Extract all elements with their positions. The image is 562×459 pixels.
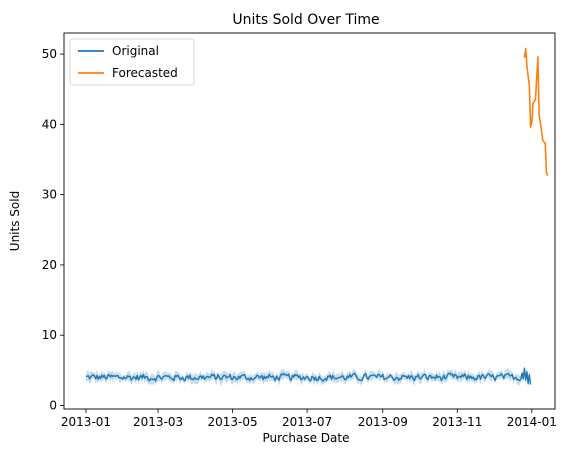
y-tick-label: 30 — [42, 188, 57, 202]
x-tick-label: 2013-01 — [61, 415, 111, 429]
y-tick-label: 20 — [42, 258, 57, 272]
chart-title: Units Sold Over Time — [232, 12, 379, 28]
series-line-original — [85, 367, 532, 385]
x-tick-label: 2013-09 — [358, 415, 408, 429]
x-tick-label: 2013-03 — [133, 415, 183, 429]
axes-layer: 2013-01 2013-03 2013-05 2013-07 2013-09 2013-… — [42, 47, 557, 429]
y-axis-label: Units Sold — [8, 191, 22, 251]
legend-label: Original — [112, 44, 159, 58]
series-layer — [85, 47, 549, 389]
x-tick-label: 2013-07 — [282, 415, 332, 429]
x-tick-label: 2013-05 — [207, 415, 257, 429]
x-tick-label: 2013-11 — [432, 415, 482, 429]
y-tick-label: 50 — [42, 47, 57, 61]
legend: Original Forecasted — [69, 38, 195, 86]
y-tick-label: 0 — [49, 398, 57, 412]
y-tick-label: 10 — [42, 328, 57, 342]
plot-frame — [63, 32, 556, 410]
legend-label: Forecasted — [112, 66, 178, 80]
y-tick-label: 40 — [42, 117, 57, 131]
series-line-forecasted — [523, 47, 549, 176]
x-axis-label: Purchase Date — [263, 431, 350, 445]
original-confidence-band — [85, 364, 531, 389]
x-tick-label: 2014-01 — [507, 415, 557, 429]
